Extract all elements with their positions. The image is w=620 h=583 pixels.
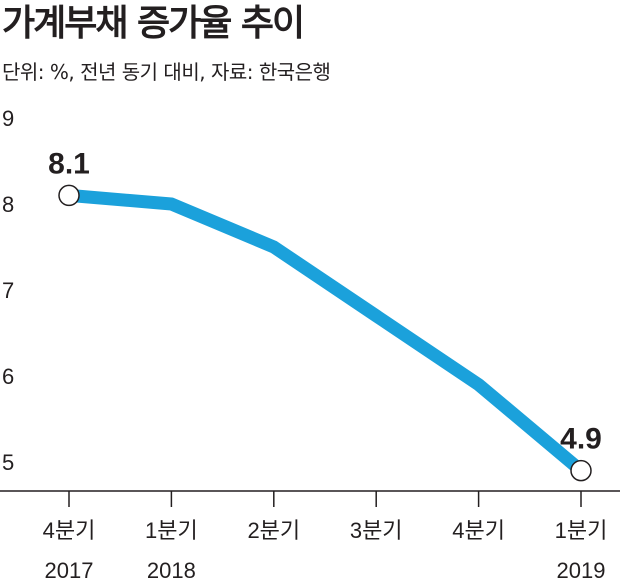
data-label: 8.1 bbox=[48, 147, 90, 180]
series-layer bbox=[62, 188, 588, 478]
y-tick-label-7: 7 bbox=[2, 278, 14, 303]
y-tick-label-9: 9 bbox=[2, 106, 14, 131]
y-tick-label-8: 8 bbox=[2, 192, 14, 217]
y-axis-tick-labels: 5 6 7 8 9 bbox=[2, 106, 14, 475]
x-tick-label-quarter: 3분기 bbox=[350, 518, 403, 543]
chart-subtitle: 단위: %, 전년 동기 대비, 자료: 한국은행 bbox=[2, 60, 331, 84]
x-tick-label-year: 2017 bbox=[45, 558, 94, 583]
data-labels-layer: 8.1 4.9 bbox=[48, 147, 602, 455]
markers-layer bbox=[58, 184, 592, 482]
y-tick-label-5: 5 bbox=[2, 450, 14, 475]
x-axis-tick-labels: 4분기 2017 1분기 2018 2분기 3분기 4분기 1분기 2019 bbox=[43, 518, 608, 583]
y-tick-label-6: 6 bbox=[2, 364, 14, 389]
data-label: 4.9 bbox=[560, 423, 602, 456]
x-tick-label-year: 2018 bbox=[147, 558, 196, 583]
data-point-marker bbox=[58, 184, 80, 207]
x-axis bbox=[0, 490, 620, 507]
chart-title: 가계부채 증가율 추이 bbox=[2, 3, 305, 44]
data-point-marker bbox=[570, 459, 592, 482]
series-line bbox=[62, 188, 588, 478]
x-tick-label-quarter: 4분기 bbox=[452, 518, 505, 543]
x-tick-label-year: 2019 bbox=[557, 558, 606, 583]
x-tick-label-quarter: 2분기 bbox=[247, 518, 300, 543]
x-tick-label-quarter: 4분기 bbox=[43, 518, 96, 543]
x-tick-label-quarter: 1분기 bbox=[145, 518, 198, 543]
x-tick-label-quarter: 1분기 bbox=[555, 518, 608, 543]
